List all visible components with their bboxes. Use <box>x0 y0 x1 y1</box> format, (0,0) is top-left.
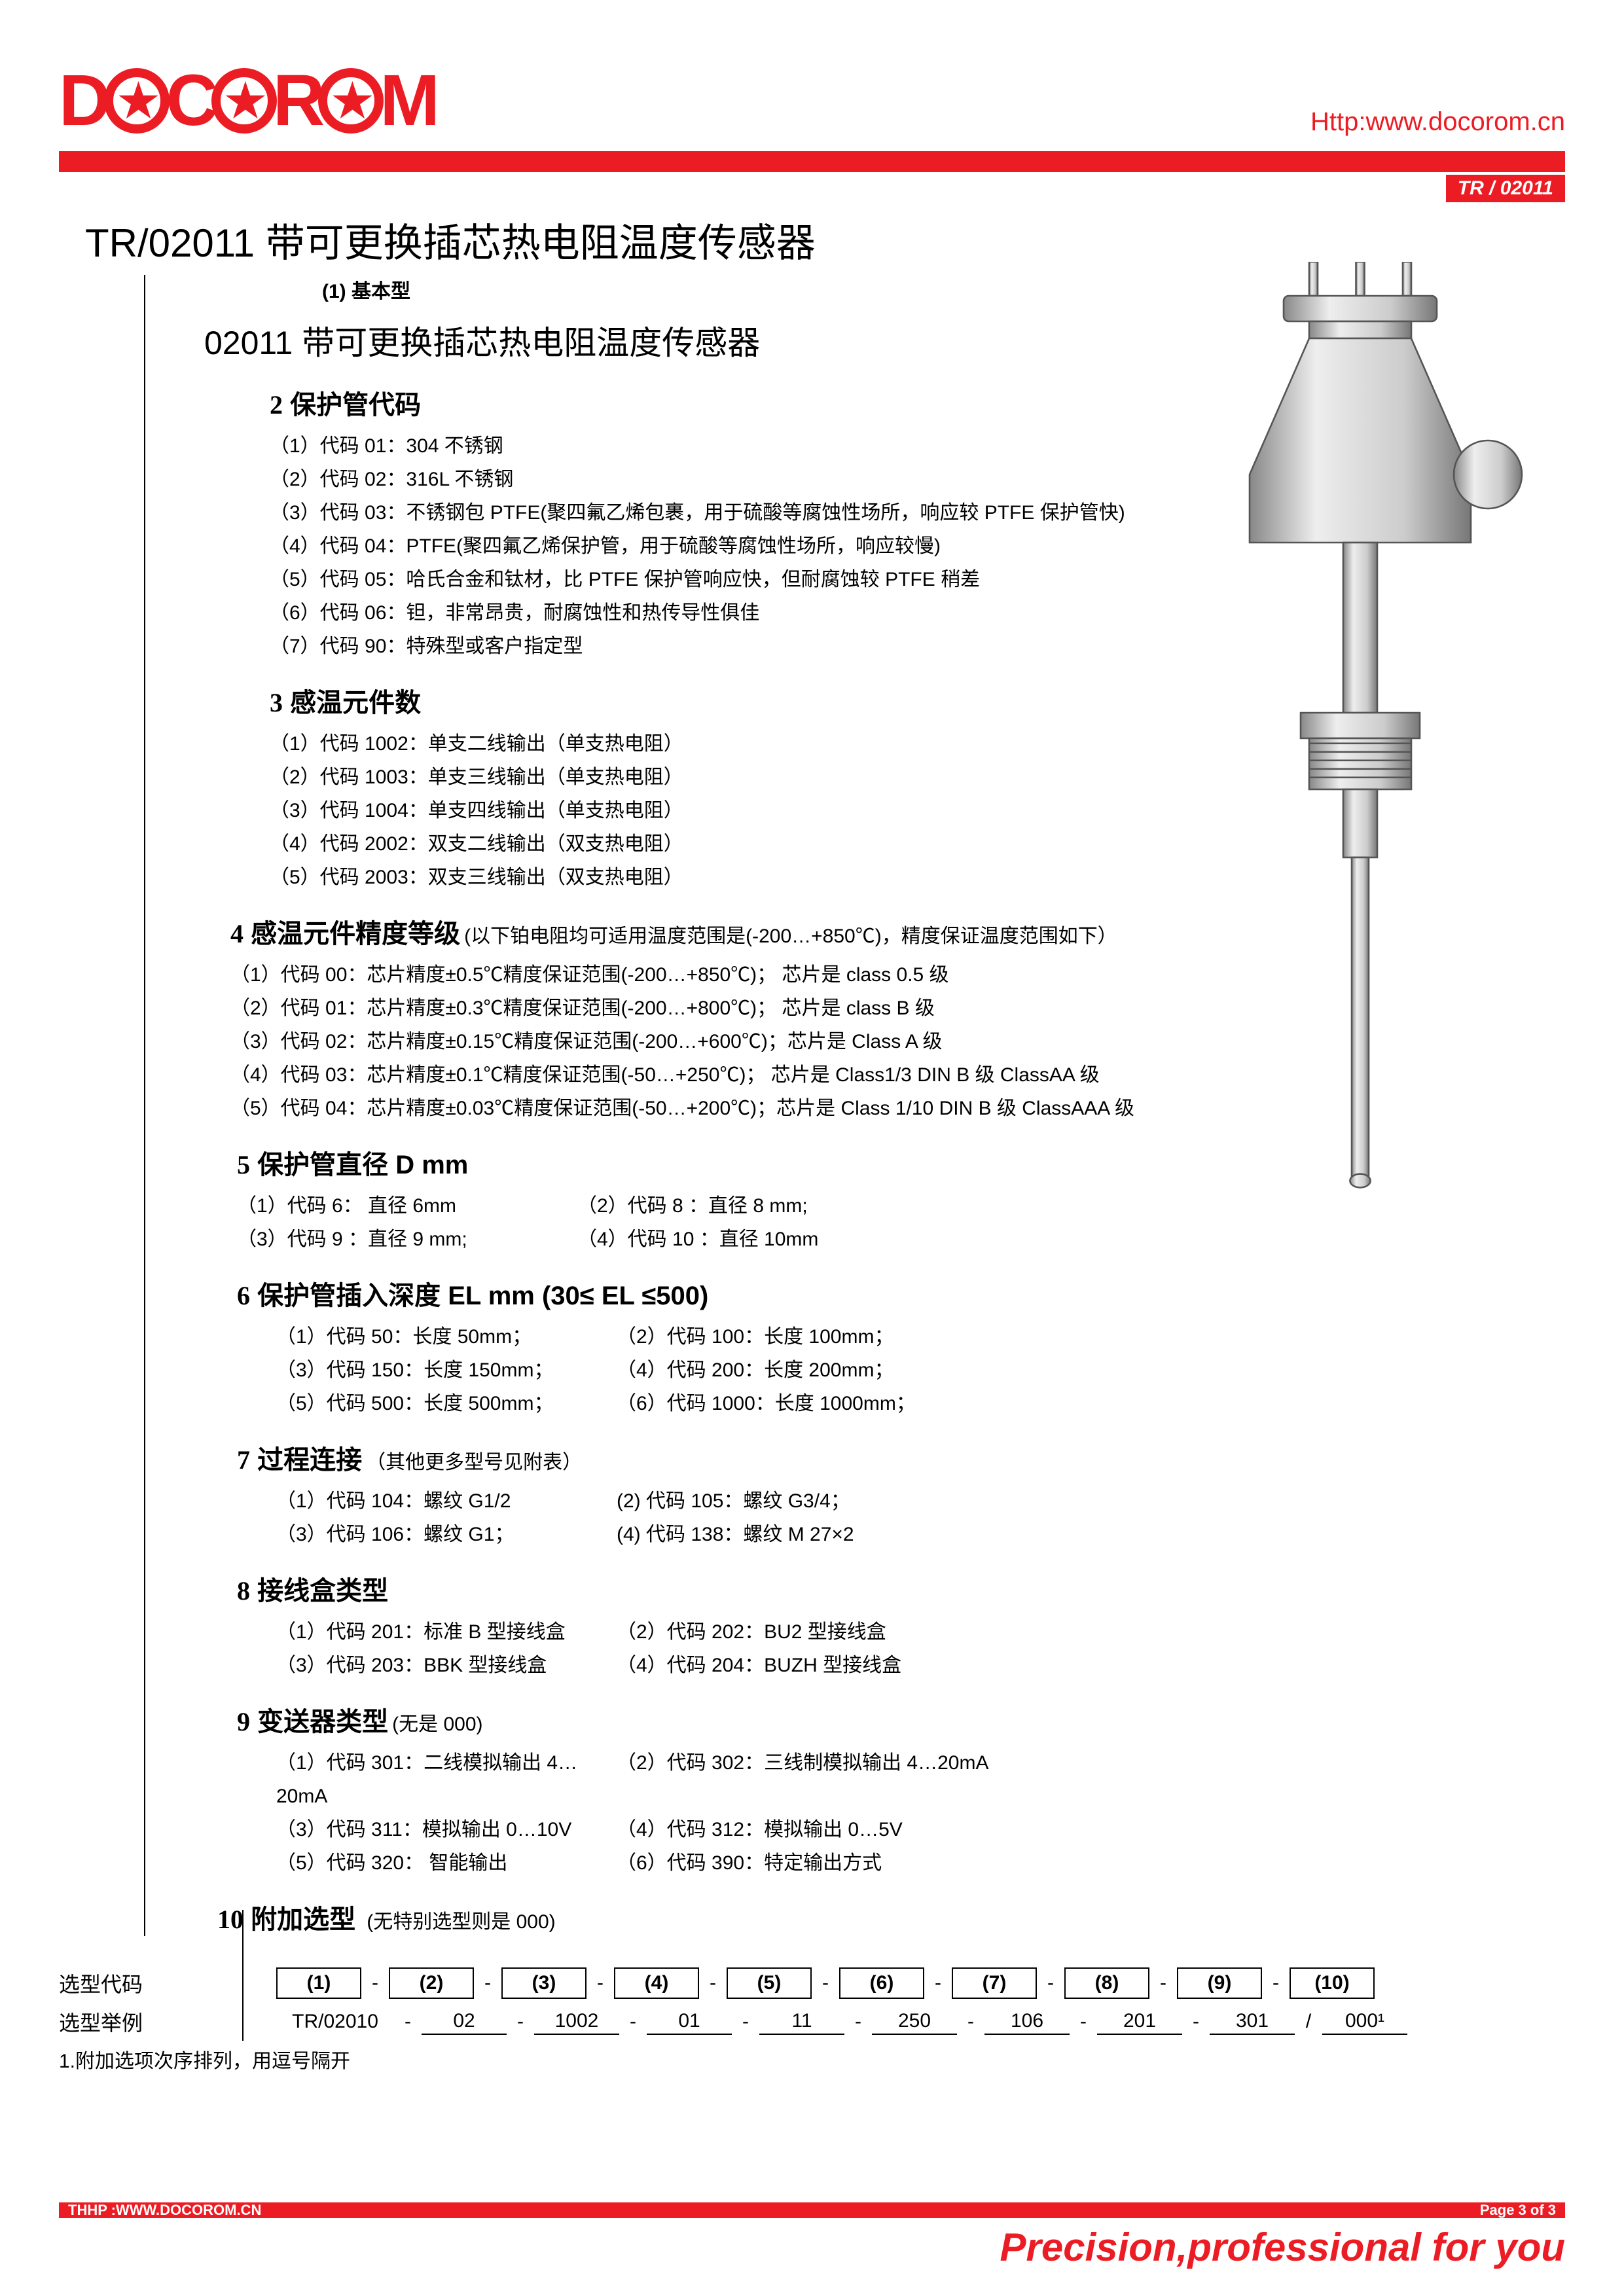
example-cell: TR/02010 <box>276 2009 394 2035</box>
section-heading: 9 变送器类型(无是 000) <box>237 1700 1565 1738</box>
spec-row: （1）代码 301：二线模拟输出 4…20mA（2）代码 302：三线制模拟输出… <box>276 1746 1565 1813</box>
header-row: D★ C★ R★ M Http:www.docorom.cn <box>59 59 1565 142</box>
head-box: (5) <box>727 1967 812 1999</box>
product-illustration <box>1199 262 1539 1198</box>
selector-footnote: 1.附加选项次序排列，用逗号隔开 <box>59 2045 1565 2073</box>
section-7: 7 过程连接（其他更多型号见附表） （1）代码 104：螺纹 G1/2(2) 代码… <box>237 1439 1565 1551</box>
head-box: (9) <box>1177 1967 1262 1999</box>
head-box: (8) <box>1064 1967 1149 1999</box>
section-6: 6 保护管插入深度 EL mm (30≤ EL ≤500) （1）代码 50：长度… <box>237 1274 1565 1420</box>
example-cell: 02 <box>422 2009 507 2035</box>
spec-row: （1）代码 50：长度 50mm；（2）代码 100：长度 100mm； <box>276 1320 1565 1354</box>
head-box: (4) <box>614 1967 699 1999</box>
example-cell: 1002 <box>534 2009 619 2035</box>
spec-row: （3）代码 106：螺纹 G1；(4) 代码 138：螺纹 M 27×2 <box>276 1518 1565 1551</box>
footer-bar: THHP :WWW.DOCOROM.CN Page 3 of 3 <box>59 2202 1565 2218</box>
logo: D★ C★ R★ M <box>59 59 437 142</box>
section-9: 9 变送器类型(无是 000) （1）代码 301：二线模拟输出 4…20mA（2… <box>237 1700 1565 1880</box>
section-heading: 6 保护管插入深度 EL mm (30≤ EL ≤500) <box>237 1274 1565 1312</box>
spec-row: （3）代码 311：模拟输出 0…10V（4）代码 312：模拟输出 0…5V <box>276 1813 1565 1846</box>
head-box: (1) <box>276 1967 361 1999</box>
spec-row: （1）代码 201：标准 B 型接线盒（2）代码 202：BU2 型接线盒 <box>276 1615 1565 1649</box>
section-heading: 10 附加选型 (无特别选型则是 000) <box>217 1898 1565 1936</box>
page-title: TR/02011 带可更换插芯热电阻温度传感器 <box>85 211 1565 268</box>
model-badge: TR / 02011 <box>1446 175 1565 202</box>
head-box: (10) <box>1290 1967 1375 1999</box>
example-cell: 301 <box>1210 2009 1295 2035</box>
spec-row: （3）代码 203：BBK 型接线盒（4）代码 204：BUZH 型接线盒 <box>276 1649 1565 1682</box>
head-box: (6) <box>839 1967 924 1999</box>
section-heading: 7 过程连接（其他更多型号见附表） <box>237 1439 1565 1477</box>
spec-row: （5）代码 320： 智能输出（6）代码 390：特定输出方式 <box>276 1846 1565 1880</box>
spec-row: （3）代码 150：长度 150mm；（4）代码 200：长度 200mm； <box>276 1354 1565 1387</box>
spec-row: （3）代码 9 ：直径 9 mm;（4）代码 10 ：直径 10mm <box>237 1223 1565 1256</box>
section-8: 8 接线盒类型 （1）代码 201：标准 B 型接线盒（2）代码 202：BU2 … <box>237 1570 1565 1682</box>
header-bar: TR / 02011 <box>59 151 1565 172</box>
example-cell: 106 <box>984 2009 1070 2035</box>
section-10: 10 附加选型 (无特别选型则是 000) <box>217 1898 1565 1936</box>
selector-heads: 选型代码 (1)-(2)-(3)-(4)-(5)-(6)-(7)-(8)-(9)… <box>59 1967 1565 1999</box>
example-cell: 000¹ <box>1322 2009 1407 2035</box>
star-icon: ★ <box>318 68 384 134</box>
head-box: (7) <box>952 1967 1037 1999</box>
website-url: Http:www.docorom.cn <box>1310 107 1565 137</box>
spec-row: （5）代码 500：长度 500mm；（6）代码 1000：长度 1000mm； <box>276 1387 1565 1420</box>
example-cell: 01 <box>647 2009 732 2035</box>
head-box: (3) <box>501 1967 586 1999</box>
ordering-code-table: 选型代码 (1)-(2)-(3)-(4)-(5)-(6)-(7)-(8)-(9)… <box>59 1967 1565 2073</box>
section-heading: 8 接线盒类型 <box>237 1570 1565 1607</box>
page-number: Page 3 of 3 <box>1480 2202 1556 2219</box>
star-icon: ★ <box>211 68 277 134</box>
head-box: (2) <box>389 1967 474 1999</box>
example-cell: 250 <box>872 2009 957 2035</box>
slogan: Precision,professional for you <box>0 2218 1624 2296</box>
star-icon: ★ <box>104 68 170 134</box>
example-cell: 11 <box>759 2009 844 2035</box>
footer-url: THHP :WWW.DOCOROM.CN <box>68 2202 261 2219</box>
spec-row: （1）代码 104：螺纹 G1/2(2) 代码 105：螺纹 G3/4； <box>276 1484 1565 1518</box>
selector-example: 选型举例 TR/02010-02-1002-01-11-250-106-201-… <box>59 2007 1565 2037</box>
footer: THHP :WWW.DOCOROM.CN Page 3 of 3 Precisi… <box>0 2202 1624 2296</box>
example-cell: 201 <box>1097 2009 1182 2035</box>
